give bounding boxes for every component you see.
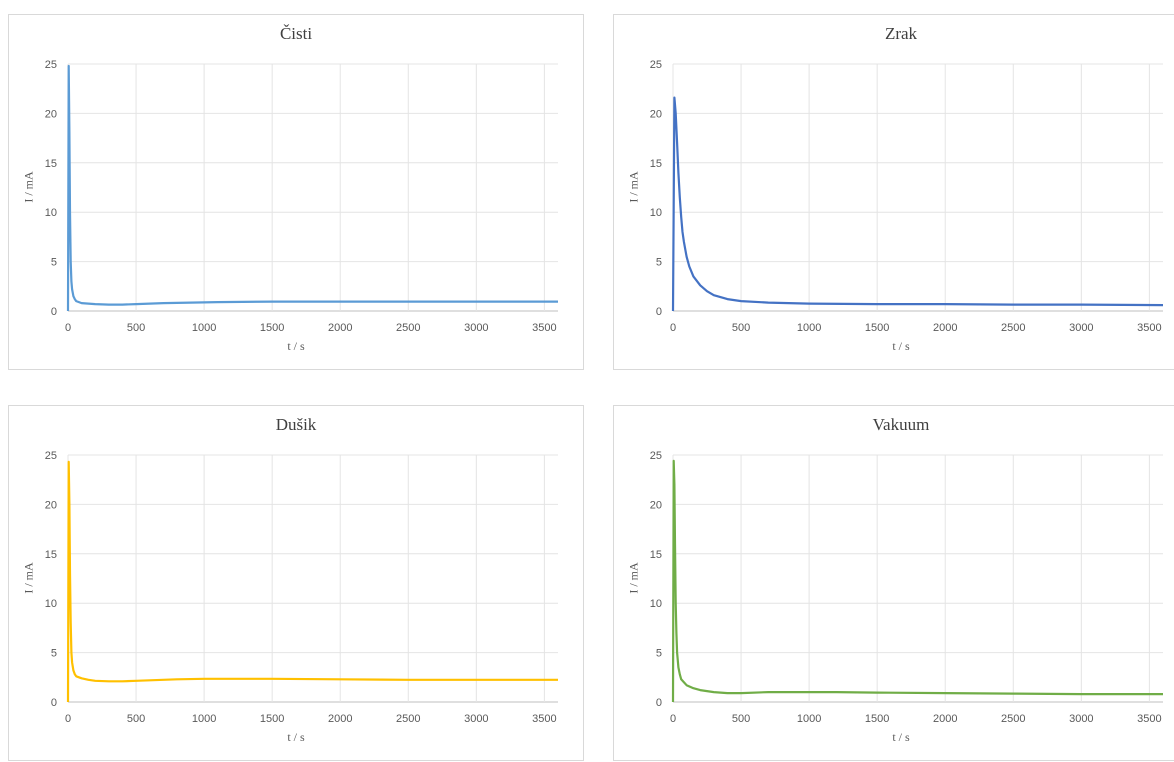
plot-area: 0 5 10 15 20 25 0 500 1000 1500 2000 2500 3000 3500 (45, 450, 558, 725)
x-tick-label: 500 (127, 322, 145, 334)
y-tick-label: 25 (650, 450, 662, 462)
y-tick-label: 5 (51, 257, 57, 269)
x-tick-label: 2000 (933, 322, 957, 334)
chart-title: Čisti (279, 24, 313, 43)
x-tick-label: 3500 (1137, 322, 1161, 334)
y-tick-label: 20 (45, 499, 57, 511)
y-tick-label: 10 (650, 207, 662, 219)
y-tick-label: 5 (656, 257, 662, 269)
y-tick-label: 15 (45, 549, 57, 561)
series-line (66, 460, 558, 703)
plot-area: 0 5 10 15 20 25 0 500 1000 1500 2000 2500 3000 3500 (650, 59, 1164, 334)
y-tick-label: 25 (650, 59, 662, 71)
x-tick-label: 3000 (1069, 322, 1093, 334)
y-tick-label: 5 (656, 648, 662, 660)
y-tick-label: 15 (45, 158, 57, 170)
y-tick-label: 25 (45, 59, 57, 71)
x-tick-label: 2500 (1001, 713, 1025, 725)
x-tick-label: 0 (65, 713, 71, 725)
x-tick-label: 3500 (532, 713, 556, 725)
x-axis-label: t / s (892, 339, 910, 353)
x-axis-label: t / s (287, 339, 305, 353)
x-tick-label: 2000 (328, 322, 352, 334)
x-tick-label: 500 (127, 713, 145, 725)
y-tick-label: 0 (51, 697, 57, 709)
x-tick-label: 3500 (1137, 713, 1161, 725)
y-tick-label: 15 (650, 158, 662, 170)
y-tick-label: 10 (650, 598, 662, 610)
y-axis-label: I / mA (21, 171, 36, 203)
x-tick-label: 2000 (933, 713, 957, 725)
x-tick-label: 3000 (1069, 713, 1093, 725)
plot-area: 0 5 10 15 20 25 0 500 1000 1500 2000 2500 3000 3500 (650, 450, 1163, 725)
x-tick-label: 1500 (260, 713, 284, 725)
x-tick-label: 0 (670, 713, 676, 725)
x-tick-label: 2000 (328, 713, 352, 725)
chart-panel-vakuum: Vakuum 0 5 10 15 20 25 0 500 1000 1500 2000 2500 300… (613, 405, 1174, 761)
y-tick-label: 0 (656, 697, 662, 709)
y-tick-label: 25 (45, 450, 57, 462)
y-axis-label: I / mA (626, 171, 641, 203)
chart-title: Dušik (275, 415, 317, 434)
x-tick-label: 2500 (396, 713, 420, 725)
x-axis-label: t / s (892, 730, 910, 744)
x-tick-label: 2500 (396, 322, 420, 334)
chart-panel-zrak: Zrak 0 5 10 15 20 25 0 500 1000 1500 2000 2500 3000 3… (613, 14, 1174, 370)
x-tick-label: 500 (732, 322, 750, 334)
x-tick-label: 1500 (865, 713, 889, 725)
y-tick-label: 10 (45, 207, 57, 219)
x-tick-label: 1000 (797, 322, 821, 334)
y-tick-label: 15 (650, 549, 662, 561)
plot-area: 0 5 10 15 20 25 0 500 1000 1500 2000 2500 3000 3500 (45, 59, 558, 334)
x-tick-label: 3500 (532, 322, 556, 334)
x-tick-label: 0 (670, 322, 676, 334)
x-tick-label: 1500 (865, 322, 889, 334)
series-line (66, 64, 558, 312)
y-tick-label: 0 (51, 306, 57, 318)
y-axis-label: I / mA (626, 562, 641, 594)
x-tick-label: 1000 (192, 322, 216, 334)
x-tick-label: 3000 (464, 713, 488, 725)
chart-title: Zrak (884, 24, 918, 43)
y-tick-label: 10 (45, 598, 57, 610)
chart-panel-dusik: Dušik 0 5 10 15 20 25 0 500 1000 1500 2000 2500 3000… (8, 405, 584, 761)
x-tick-label: 2500 (1001, 322, 1025, 334)
x-tick-label: 1000 (797, 713, 821, 725)
x-tick-label: 500 (732, 713, 750, 725)
x-axis-label: t / s (287, 730, 305, 744)
y-tick-label: 5 (51, 648, 57, 660)
x-tick-label: 3000 (464, 322, 488, 334)
y-tick-label: 20 (45, 108, 57, 120)
y-tick-label: 20 (650, 499, 662, 511)
y-tick-label: 0 (656, 306, 662, 318)
chart-title: Vakuum (872, 415, 930, 434)
x-tick-label: 1000 (192, 713, 216, 725)
series-line (671, 96, 1164, 312)
x-tick-label: 0 (65, 322, 71, 334)
y-tick-label: 20 (650, 108, 662, 120)
chart-panel-cisti: Čisti 0 5 10 15 20 25 0 500 1000 1500 2000 2500 3000… (8, 14, 584, 370)
series-line (671, 459, 1163, 703)
y-axis-label: I / mA (21, 562, 36, 594)
x-tick-label: 1500 (260, 322, 284, 334)
